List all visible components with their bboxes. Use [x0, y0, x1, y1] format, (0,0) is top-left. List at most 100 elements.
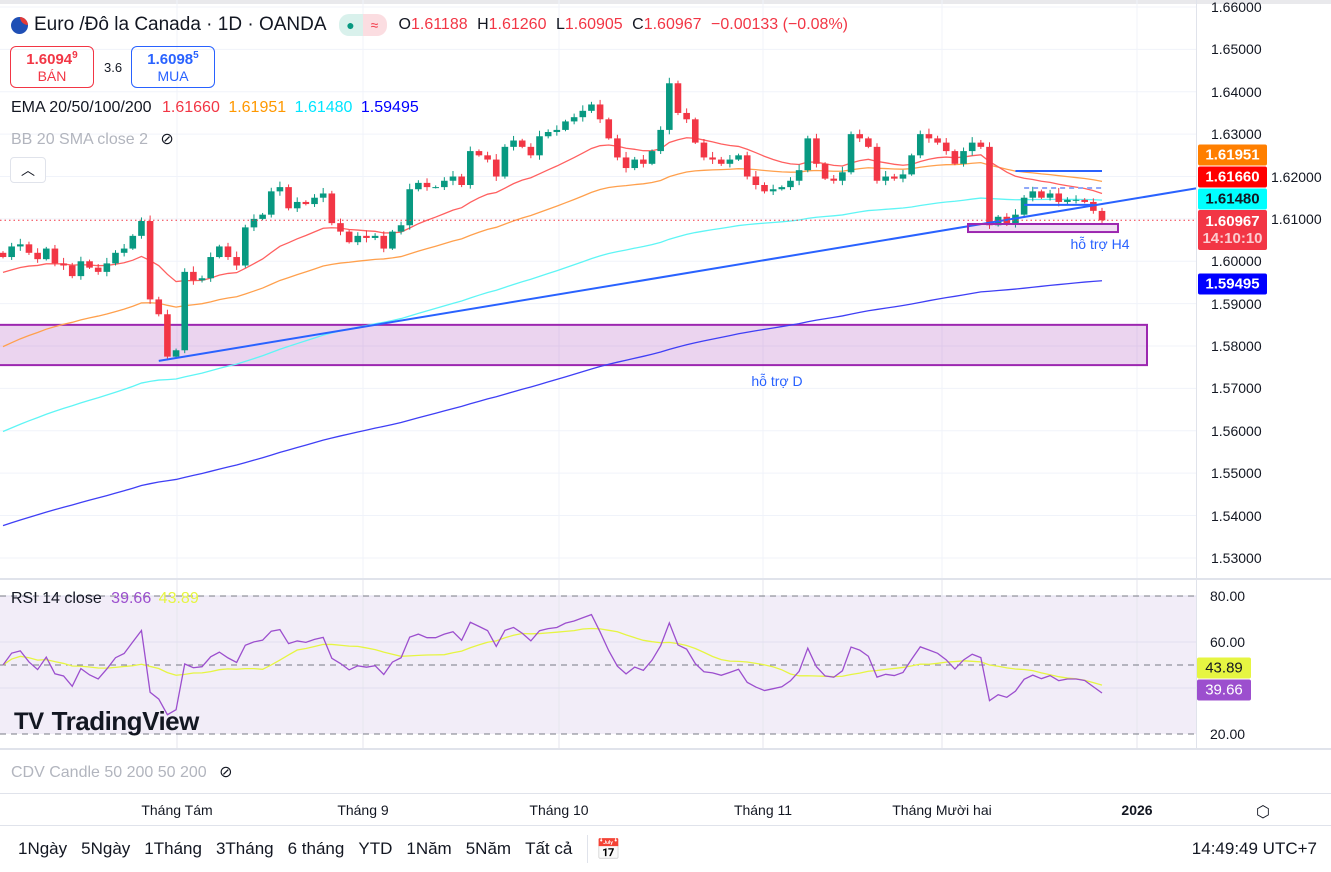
candle-body: [908, 155, 915, 175]
candle-body: [960, 151, 967, 164]
support-zone-daily: [0, 323, 1148, 367]
candle-body: [1038, 191, 1045, 198]
candle: [25, 241, 33, 255]
collapse-legend-button[interactable]: ︿: [10, 157, 46, 183]
candle-body: [544, 132, 552, 137]
candle-body: [588, 104, 595, 111]
candle-body: [146, 221, 154, 300]
price-tick: 1.66000: [1211, 0, 1262, 15]
candle: [631, 156, 639, 171]
price-badge: 1.61951: [1198, 144, 1267, 166]
candle: [752, 171, 760, 190]
candle-body: [363, 235, 370, 238]
candle-body: [1020, 197, 1028, 215]
candle: [666, 77, 673, 135]
candle: [484, 151, 491, 163]
candle-body: [666, 83, 673, 130]
candle: [51, 244, 59, 267]
candle: [536, 130, 543, 160]
range-button[interactable]: YTD: [358, 839, 393, 858]
support-daily-label: hỗ trợ D: [751, 373, 802, 389]
range-button[interactable]: 5Ngày: [81, 839, 131, 858]
pane-separator[interactable]: [0, 748, 1331, 750]
sell-button[interactable]: 1.60949 BÁN: [10, 46, 94, 88]
candle-body: [1046, 193, 1054, 198]
price-tick: 1.56000: [1211, 422, 1262, 439]
candle-body: [241, 227, 249, 266]
range-button[interactable]: 6 tháng: [287, 839, 345, 858]
candle-body: [319, 193, 327, 198]
ema100-line: [2, 197, 1103, 433]
range-button[interactable]: 1Ngày: [18, 839, 68, 858]
symbol-title[interactable]: Euro /Đô la Canada · 1D · OANDA: [34, 14, 327, 35]
candle-body: [86, 261, 93, 268]
axis-settings-icon[interactable]: ⬡: [1256, 804, 1270, 821]
candle: [865, 136, 872, 149]
rsi-tick: 20.00: [1210, 726, 1246, 742]
candle-body: [856, 134, 864, 139]
time-label: Tháng 9: [337, 802, 389, 818]
candle-body: [129, 235, 137, 249]
candle: [432, 185, 439, 189]
time-axis[interactable]: Tháng Tám Tháng 9 Tháng 10 Tháng 11 Thán…: [0, 793, 1331, 826]
candle-body: [640, 159, 647, 164]
tv-logo-icon: TV: [14, 707, 44, 735]
candle: [190, 266, 197, 285]
candle-body: [8, 246, 15, 258]
candle: [276, 181, 284, 196]
candle-body: [449, 176, 457, 181]
candle-body: [717, 159, 725, 164]
candle-body: [68, 265, 76, 277]
candle: [207, 252, 214, 282]
pane-separator[interactable]: [0, 578, 1331, 580]
candle-body: [925, 134, 933, 139]
candle: [908, 153, 915, 176]
candle-body: [138, 221, 145, 236]
candle-body: [562, 121, 569, 130]
candle-body: [458, 176, 465, 185]
rsi-legend[interactable]: RSI 14 close 39.66 43.89: [11, 590, 199, 607]
range-button[interactable]: Tất cả: [525, 839, 573, 858]
candle: [1064, 197, 1071, 205]
candle: [397, 221, 405, 235]
range-button[interactable]: 5Năm: [465, 839, 512, 858]
candle: [735, 153, 742, 161]
candle-body: [1081, 199, 1088, 202]
price-tick: 1.62000: [1271, 168, 1322, 185]
candle-body: [17, 244, 24, 247]
candle-body: [371, 235, 379, 238]
candle: [250, 214, 258, 232]
candle: [553, 125, 561, 136]
candle-body: [492, 159, 500, 177]
candle-body: [285, 187, 292, 209]
candle: [648, 149, 656, 166]
candle: [778, 185, 786, 191]
candle: [475, 149, 483, 157]
candle-body: [302, 201, 310, 205]
candle-body: [501, 146, 509, 177]
ema-legend[interactable]: EMA 20/50/100/200 1.61660 1.61951 1.6148…: [11, 99, 419, 116]
buy-button[interactable]: 1.60985 MUA: [131, 46, 215, 88]
price-axis[interactable]: 1.61951 1.61660 1.61480 1.60967 14:10:10 1.59…: [1196, 0, 1331, 750]
candle-body: [25, 244, 33, 253]
range-button[interactable]: 3Tháng: [215, 839, 274, 858]
range-button[interactable]: 1Năm: [406, 839, 452, 858]
cdv-legend[interactable]: CDV Candle 50 200 50 200 ⊘: [11, 764, 233, 781]
candle-body: [432, 187, 439, 189]
candle: [415, 180, 422, 192]
clock[interactable]: 14:49:49 UTC+7: [1191, 839, 1317, 858]
candle: [146, 215, 154, 304]
price-chart[interactable]: hỗ trợ D hỗ trợ H4: [0, 0, 1196, 792]
price-tick: 1.65000: [1211, 41, 1262, 58]
hidden-eye-icon[interactable]: ⊘: [219, 764, 233, 781]
candle-body: [60, 263, 67, 266]
candle: [674, 80, 682, 116]
candle: [34, 248, 41, 263]
price-tick: 1.57000: [1211, 380, 1262, 397]
market-status[interactable]: ● ≈: [338, 14, 387, 36]
bb-legend[interactable]: BB 20 SMA close 2 ⊘: [11, 131, 174, 148]
hidden-eye-icon[interactable]: ⊘: [160, 131, 174, 148]
goto-date-calendar-icon[interactable]: 📅: [596, 838, 622, 861]
range-button[interactable]: 1Tháng: [144, 839, 202, 858]
candle: [241, 224, 249, 268]
